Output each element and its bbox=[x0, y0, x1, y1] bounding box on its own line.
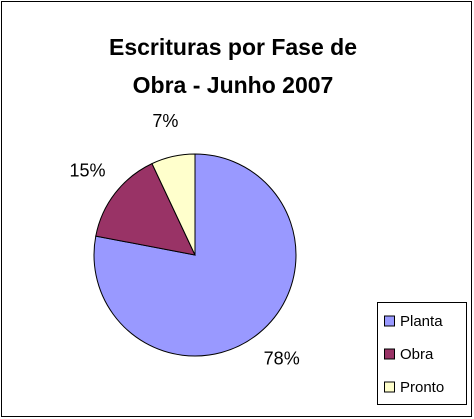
legend-swatch bbox=[384, 315, 395, 327]
pie-slice bbox=[151, 153, 196, 256]
legend-label: Obra bbox=[400, 346, 434, 363]
pie-slice bbox=[95, 162, 196, 256]
legend-swatch bbox=[384, 348, 395, 360]
legend-swatch bbox=[384, 381, 395, 393]
legend-label: Planta bbox=[400, 313, 443, 330]
chart-title: Escrituras por Fase de Obra - Junho 2007 bbox=[109, 34, 357, 98]
data-label: 15% bbox=[70, 160, 106, 180]
data-label: 78% bbox=[264, 349, 300, 369]
data-label: 7% bbox=[152, 111, 178, 131]
legend-label: Pronto bbox=[400, 379, 444, 396]
